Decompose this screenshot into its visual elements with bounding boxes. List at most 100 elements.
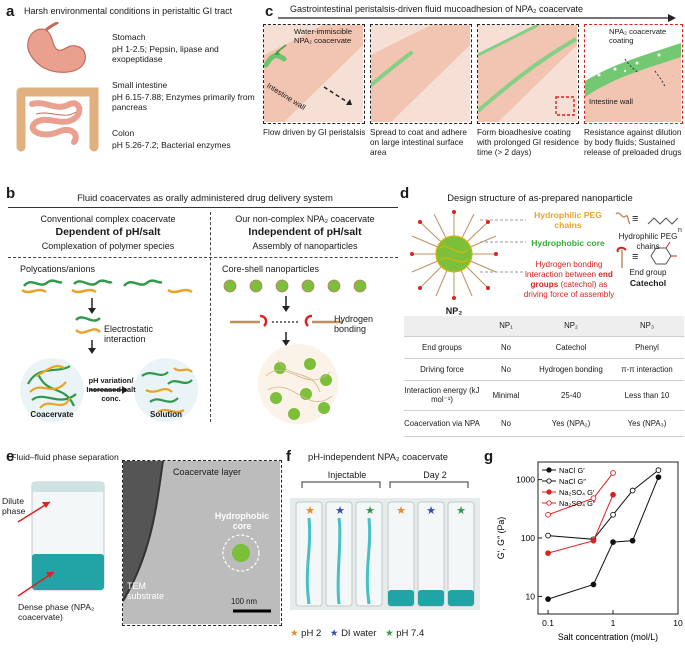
b-left-head3: Complexation of polymer species (41, 241, 175, 251)
table-header-cell: NP₂ (532, 316, 610, 337)
table-cell: Yes (NPA₃) (610, 410, 684, 437)
svg-text:★: ★ (426, 504, 436, 517)
b-nanoparticle-assembly-illustration (223, 279, 367, 424)
table-cell: Driving force (404, 358, 480, 381)
f-legend-label-ph74: pH 7.4 (396, 628, 425, 639)
b-hbond-label: Hydrogen bonding (334, 314, 374, 334)
d-core-label: Hydrophobic core (531, 238, 605, 248)
b-polyions-label: Polycations/anions (20, 264, 96, 274)
b-complex-coacervate-illustration (20, 279, 198, 422)
table-cell: Interaction energy (kJ mol⁻¹) (404, 380, 480, 411)
data-point (590, 495, 597, 502)
data-point (590, 581, 597, 588)
panel-f-title: pH-independent NPA₂ coacervate (308, 451, 449, 462)
panel-label-f: f (286, 448, 291, 465)
gi-tract-illustration (16, 22, 99, 152)
d-hbond-pre: Hydrogen bonding interaction between (525, 260, 603, 279)
table-cell: Minimal (480, 380, 532, 411)
colon-desc: pH 5.26-7.2; Bacterial enzymes (112, 140, 231, 150)
d-legend-end2: Catechol (629, 278, 667, 288)
table-cell: 25-40 (532, 380, 610, 411)
data-point (629, 537, 636, 544)
table-header-cell: NP₃ (610, 316, 684, 337)
b-right-head1: Our non-complex NPA₂ coacervate (235, 214, 375, 224)
data-point (545, 511, 551, 518)
data-point (545, 596, 551, 602)
b-center-divider (210, 212, 211, 422)
x-tick-label: 1 (611, 618, 616, 628)
data-point (655, 474, 662, 481)
panel-c-title: Gastrointestinal peristalsis-driven flui… (290, 4, 583, 14)
panel-label-e: e (6, 448, 15, 465)
data-point (610, 470, 616, 476)
d-legend-structures (615, 212, 679, 268)
table-cell: No (480, 410, 532, 437)
b-top-rule (8, 207, 398, 208)
dense-phase-label: Dense phase (NPA₂ coacervate) (18, 602, 95, 622)
stomach-name: Stomach (112, 32, 146, 42)
b-header-rule (8, 257, 398, 258)
svg-text:★: ★ (396, 504, 406, 517)
legend-marker (546, 467, 552, 473)
table-header-row: NP₁ NP₂ NP₃ (404, 316, 684, 337)
f-legend: ★ pH 2 ★ DI water ★ pH 7.4 (290, 628, 490, 639)
f-legend-star-ph2: ★ (290, 628, 299, 639)
d-hbond-bold: end groups (530, 270, 613, 289)
tem-image-box: Coacervate layer Hydrophobic core TEM su… (122, 460, 282, 626)
data-point (629, 487, 636, 494)
tem-substrate-label: TEM substrate (127, 581, 165, 601)
b-left-head2: Dependent of pH/salt (55, 226, 161, 238)
table-row: Driving force No Hydrogen bonding π-π in… (404, 358, 684, 381)
data-point (655, 467, 662, 474)
c-step-3-box (477, 24, 579, 124)
table-cell: End groups (404, 336, 480, 359)
table-header-cell (404, 316, 480, 337)
tem-scale-label: 100 nm (231, 597, 258, 606)
f-day2-label: Day 2 (423, 470, 447, 480)
dilute-phase-label: Dilute phase (2, 496, 26, 516)
panel-label-a: a (6, 3, 15, 20)
b-solution-label: Solution (150, 410, 182, 419)
c-wall-label-2: Intestine wall (589, 97, 633, 106)
f-injectable-label: Injectable (327, 470, 367, 480)
table-cell: Catechol (532, 336, 610, 359)
data-point (610, 511, 616, 518)
legend-label: Na₂SO₄ G′ (559, 488, 595, 497)
table-cell: Phenyl (610, 336, 684, 359)
f-legend-label-water: DI water (341, 628, 377, 639)
panel-label-c: c (265, 3, 274, 20)
panel-a-title: Harsh environmental conditions in perist… (24, 6, 233, 16)
tem-core-label: Hydrophobic core (214, 511, 270, 531)
c-caption-3: Form bioadhesive coating with prolonged … (477, 128, 579, 157)
f-vials-photo: ★ ★ ★ ★ ★ ★ (290, 481, 480, 610)
legend-label: NaCl G′ (559, 466, 585, 475)
d-callout-lines (480, 219, 526, 273)
d-equiv-2: ≡ (632, 251, 639, 263)
y-tick-label: 100 (521, 533, 535, 543)
np2-label: NP₂ (445, 306, 463, 316)
b-electrostatic-label: Electrostatic interaction (104, 324, 154, 344)
f-legend-label-ph2: pH 2 (301, 628, 322, 639)
x-tick-label: 10 (673, 618, 683, 628)
panel-label-d: d (400, 185, 410, 202)
c-coacervate-label: Water-immiscible NPA₂ coacervate (294, 27, 352, 45)
table-cell: No (480, 358, 532, 381)
x-tick-label: 0.1 (542, 618, 554, 628)
d-hbond-post: (catechol) as driving force of assembly (523, 280, 615, 299)
stomach-desc: pH 1-2.5; Pepsin, lipase and exopeptidas… (112, 44, 219, 64)
c-caption-4: Resistance against dilution by body flui… (584, 128, 682, 157)
table-cell: Yes (NPA₂) (532, 410, 610, 437)
b-right-head3: Assembly of nanoparticles (252, 241, 358, 251)
table-cell: Less than 10 (610, 380, 684, 411)
data-point (610, 539, 616, 545)
legend-label: NaCl G″ (559, 477, 586, 486)
table-header-cell: NP₁ (480, 316, 532, 337)
d-hbond-label: Hydrogen bonding interaction between end… (520, 260, 618, 300)
c-caption-1: Flow driven by GI peristalsis (263, 128, 366, 137)
b-right-head2: Independent of pH/salt (248, 226, 362, 238)
panel-b-title: Fluid coacervates as orally administered… (77, 192, 333, 203)
b-coacervate-label: Coacervate (30, 410, 74, 419)
table-row: End groups No Catechol Phenyl (404, 336, 684, 359)
svg-text:★: ★ (456, 504, 466, 517)
svg-text:★: ★ (305, 504, 315, 517)
